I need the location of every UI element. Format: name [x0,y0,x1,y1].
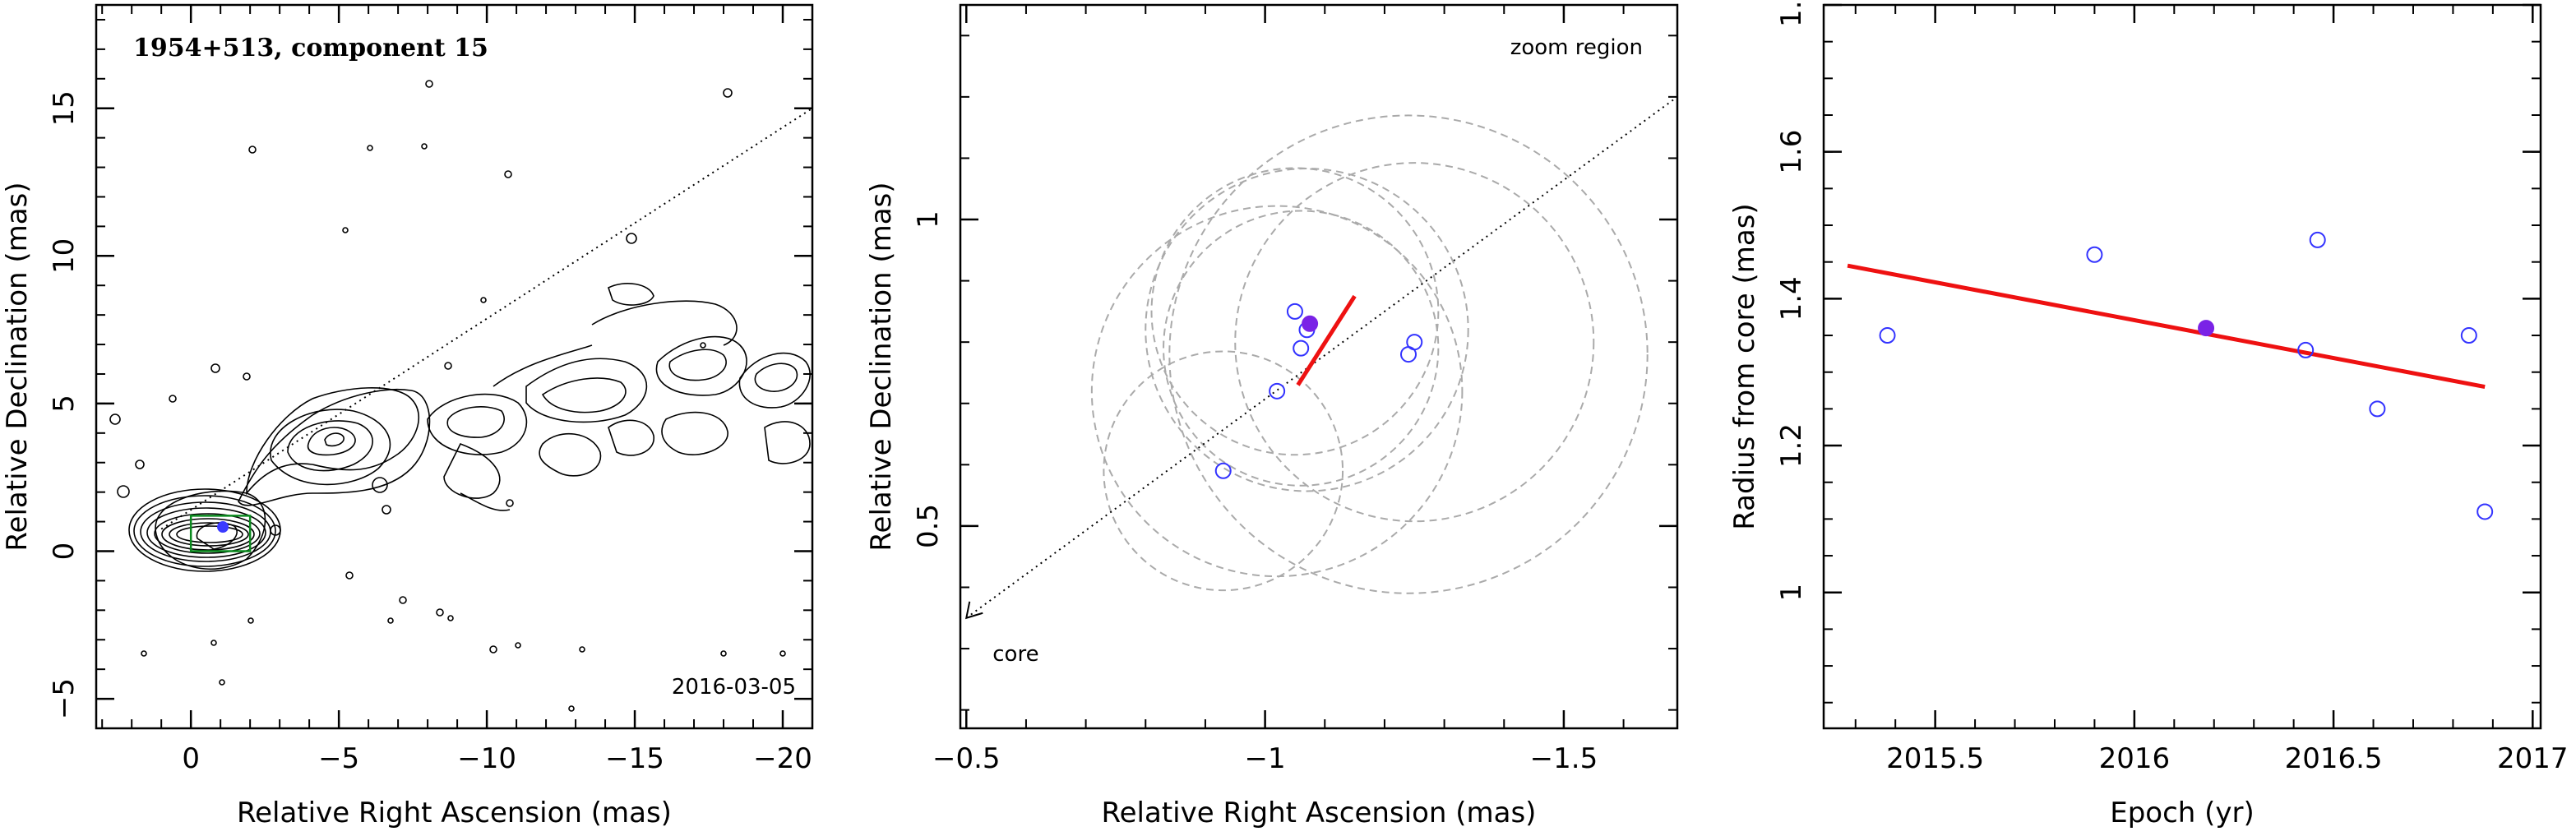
y-tick-label: 0 [48,543,81,561]
data-point [1214,462,1232,479]
uncertainty-circle [1090,205,1464,578]
x-axis-label: Relative Right Ascension (mas) [1102,797,1537,829]
y-tick-label: 0.5 [912,504,945,548]
contour-map-image [109,80,811,712]
panel-contour-map: 0 −5 −10 −15 −20 −5 0 5 10 15 1954+513, component… [1,3,814,829]
jet-axis-line [160,107,813,530]
plot-frame [95,3,814,730]
chart-title: 1954+513, component 15 [133,34,488,62]
x-axis-label: Relative Right Ascension (mas) [237,797,672,829]
x-axis-label: Epoch (yr) [2110,797,2255,829]
uncertainty-circle [1234,162,1595,523]
current-epoch-point [1302,315,1319,332]
uncertainty-circle [1150,167,1440,456]
uncertainty-circle [1103,350,1344,592]
data-point [2477,503,2494,520]
radius-points [1879,231,2494,520]
x-tick-label: 2015.5 [1886,742,1984,775]
data-point [2309,231,2326,248]
core-label: core [992,642,1038,667]
data-point [1269,382,1286,400]
zoom-region-box [189,515,252,552]
x-tick-label: −0.5 [932,742,1001,775]
plot-frame [1822,3,2542,730]
y-tick-label: 1.8 [1775,0,1808,27]
core-direction-arrowhead [964,601,983,620]
zoom-region-label: zoom region [1510,35,1643,60]
current-epoch-point [2198,320,2215,337]
plot-frame [959,3,1679,730]
uncertainty-circle [1168,114,1649,594]
y-tick-label: 1.4 [1775,276,1808,321]
y-tick-label: 15 [48,90,81,126]
axis-ticks: −0.5 −1 −1.5 0.5 1 [912,5,1677,775]
y-tick-label: 5 [48,395,81,413]
y-axis-label: Radius from core (mas) [1728,203,1761,529]
uncertainty-circles [1090,114,1649,594]
x-tick-label: −10 [457,742,516,775]
x-tick-label: −1.5 [1530,742,1598,775]
y-tick-label: −5 [48,678,81,719]
x-tick-label: −5 [318,742,359,775]
x-tick-label: 2017 [2497,742,2569,775]
panel-radius-epoch: 2015.5 2016 2016.5 2017 1 1.2 1.4 1.6 1.8 Epoch … [1728,0,2569,829]
epoch-date-label: 2016-03-05 [672,675,796,700]
data-point [1406,334,1423,351]
uncertainty-circle [1163,210,1440,487]
x-tick-label: 0 [182,742,200,775]
data-point [1879,327,1896,344]
axis-ticks: 0 −5 −10 −15 −20 −5 0 5 10 15 [48,5,813,775]
y-tick-label: 1.6 [1775,130,1808,174]
uncertainty-circle [1145,168,1469,492]
data-point [1286,303,1303,320]
panel-zoom-region: −0.5 −1 −1.5 0.5 1 zoom region core Relative… [865,3,1679,829]
y-tick-label: 1.2 [1775,423,1808,468]
component-marker [217,521,229,533]
y-tick-label: 10 [48,238,81,274]
position-points [1214,303,1423,479]
y-axis-label: Relative Declination (mas) [865,182,898,551]
x-tick-label: −1 [1245,742,1286,775]
data-point [2086,246,2103,263]
trend-line [1296,294,1357,386]
x-tick-label: −20 [753,742,812,775]
x-tick-label: 2016.5 [2285,742,2383,775]
y-tick-label: 1 [912,210,945,229]
data-point [2460,327,2477,344]
trend-line [1847,263,2486,390]
y-tick-label: 1 [1775,584,1808,602]
axis-ticks: 2015.5 2016 2016.5 2017 1 1.2 1.4 1.6 1.8 [1775,0,2569,775]
y-axis-label: Relative Declination (mas) [1,182,34,551]
data-point [1293,339,1310,357]
x-tick-label: −15 [605,742,664,775]
data-point [2297,341,2315,358]
jet-axis-line [965,96,1678,619]
data-point [2369,400,2386,418]
x-tick-label: 2016 [2099,742,2171,775]
